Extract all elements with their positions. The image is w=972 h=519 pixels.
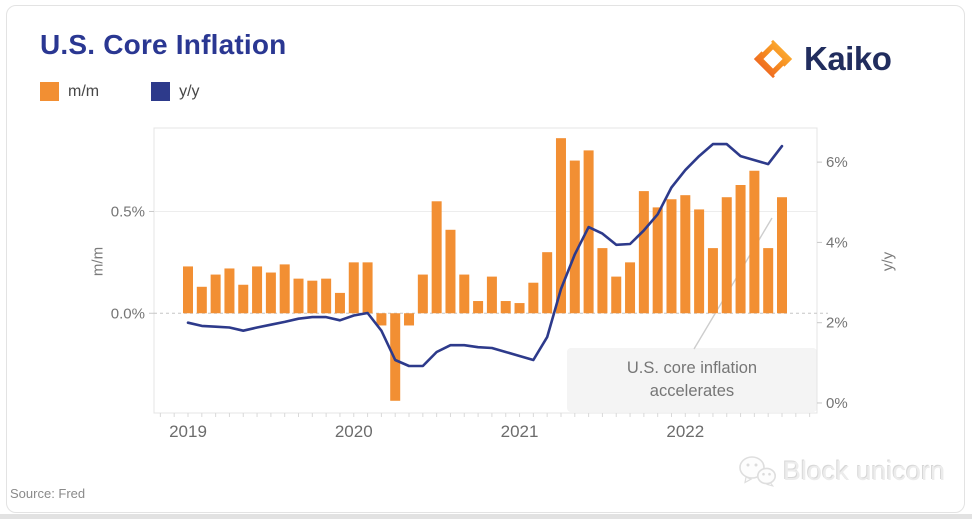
wechat-icon xyxy=(739,456,776,487)
page-title: U.S. Core Inflation xyxy=(40,29,287,60)
right-axis-title: y/y xyxy=(879,251,897,272)
legend-label-yy: y/y xyxy=(179,82,200,100)
kaiko-logo: Kaiko xyxy=(750,36,892,82)
kaiko-logo-icon xyxy=(753,39,793,79)
legend-label-mm: m/m xyxy=(68,82,100,100)
legend-item-yy[interactable]: y/y xyxy=(151,82,200,101)
left-axis-title: m/m xyxy=(89,246,107,277)
legend-item-mm[interactable]: m/m xyxy=(40,82,99,101)
kaiko-wordmark: Kaiko xyxy=(804,40,892,77)
annotation-text-line1: U.S. core inflation xyxy=(626,358,758,377)
annotation-box: U.S. core inflation accelerates xyxy=(567,348,817,412)
legend: m/m y/y xyxy=(40,82,200,101)
legend-swatch-yy xyxy=(151,82,171,101)
page-bottom-strip xyxy=(0,514,972,519)
watermark-label: Block unicorn xyxy=(783,455,946,486)
watermark: Block unicorn xyxy=(738,455,945,487)
annotation-text-line2: accelerates xyxy=(649,382,735,400)
legend-swatch-mm xyxy=(40,82,59,101)
source-note: Source: Fred xyxy=(10,486,86,501)
